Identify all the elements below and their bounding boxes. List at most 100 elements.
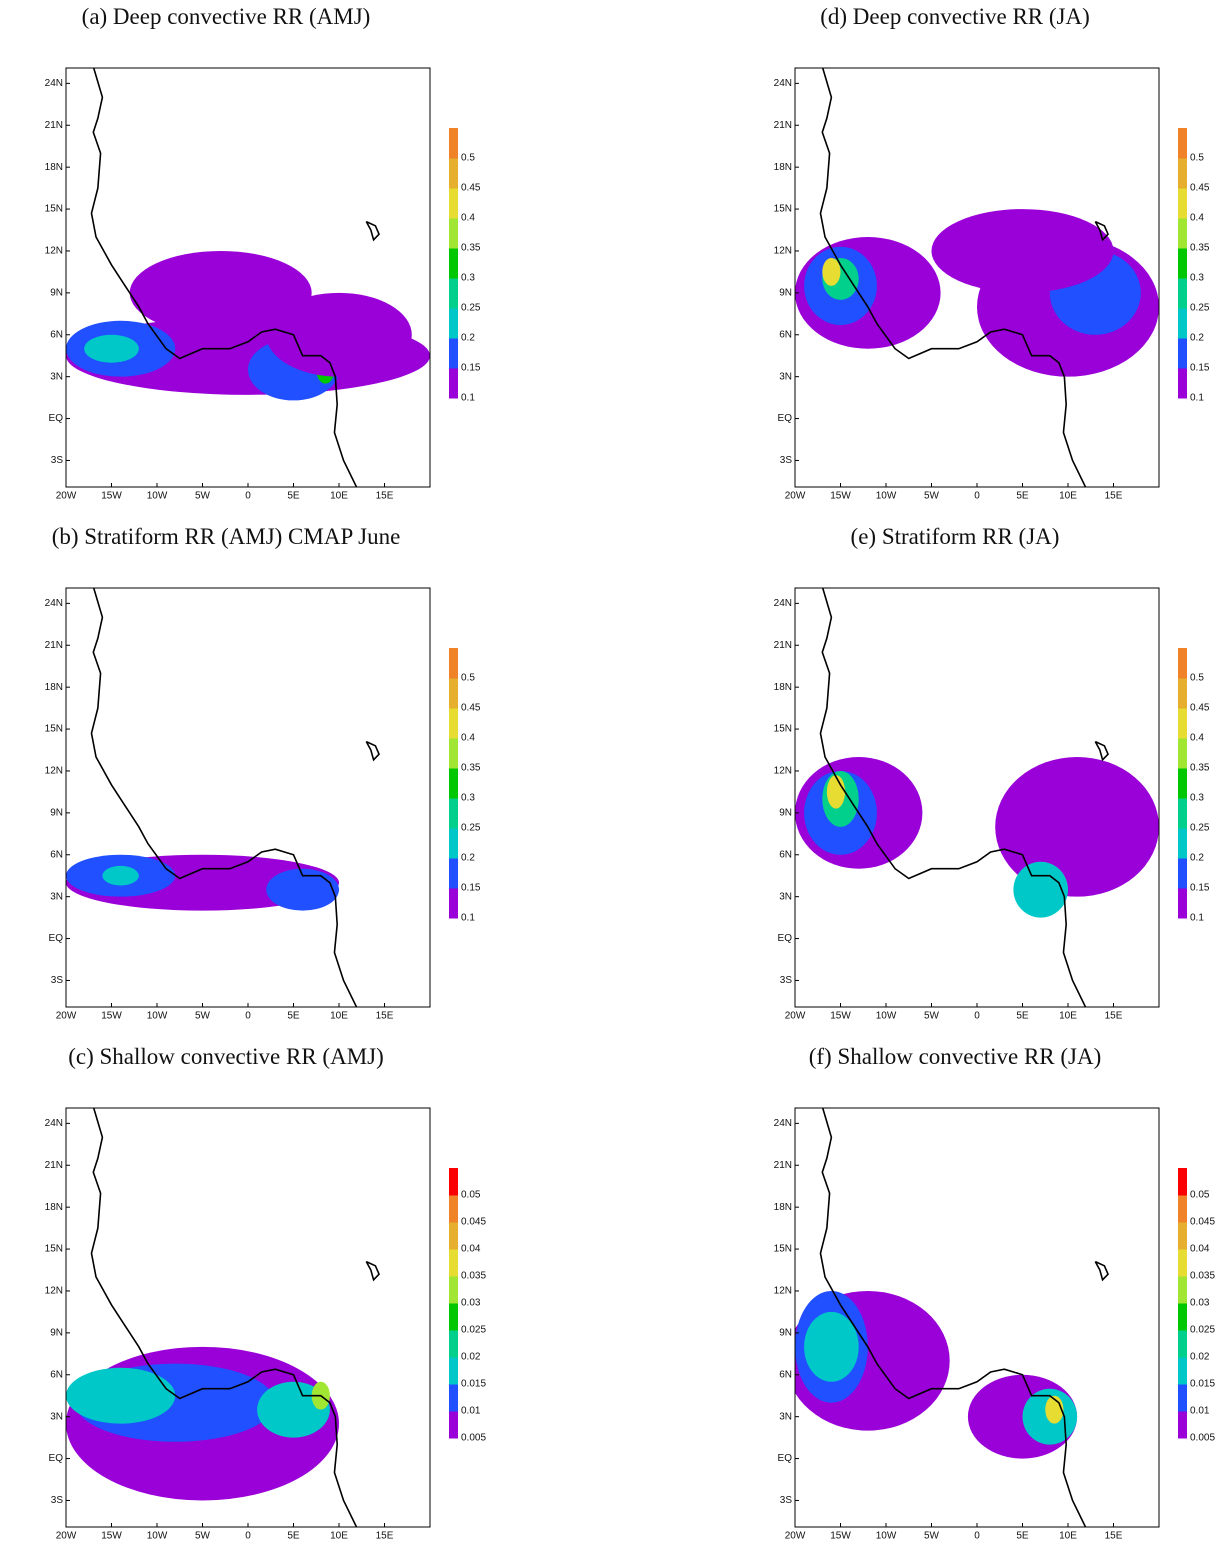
x-tick-label: 15E bbox=[1105, 1011, 1123, 1022]
colorbar-label: 0.04 bbox=[1190, 1244, 1210, 1255]
colorbar-bin bbox=[1178, 368, 1187, 399]
colorbar-label: 0.15 bbox=[1190, 363, 1210, 374]
colorbar-label: 0.01 bbox=[461, 1406, 481, 1417]
rain-contour bbox=[826, 775, 846, 809]
y-tick-label: 9N bbox=[50, 288, 63, 299]
colorbar-bin bbox=[449, 1357, 458, 1385]
rain-contour bbox=[84, 334, 139, 363]
x-tick-label: 5W bbox=[924, 1011, 940, 1022]
y-tick-label: 21N bbox=[45, 1160, 63, 1171]
y-tick-label: 3N bbox=[50, 891, 63, 902]
colorbar-label: 0.04 bbox=[461, 1244, 481, 1255]
colorbar-label: 0.45 bbox=[1190, 703, 1210, 714]
colorbar-label: 0.35 bbox=[461, 763, 481, 774]
colorbar-label: 0.03 bbox=[1190, 1298, 1210, 1309]
colorbar-bin bbox=[1178, 338, 1187, 369]
colorbar-bin bbox=[449, 738, 458, 769]
colorbar-label: 0.5 bbox=[1190, 673, 1204, 684]
colorbar-bin bbox=[1178, 308, 1187, 339]
colorbar-label: 0.2 bbox=[1190, 333, 1204, 344]
colorbar-label: 0.005 bbox=[461, 1433, 486, 1444]
x-tick-label: 0 bbox=[974, 491, 980, 502]
y-tick-label: 21N bbox=[45, 120, 63, 131]
panel-title: (c) Shallow convective RR (AMJ) bbox=[68, 1044, 384, 1069]
rain-contour bbox=[129, 250, 312, 335]
colorbar-bin bbox=[449, 1303, 458, 1331]
lake bbox=[365, 740, 380, 762]
y-tick-label: 24N bbox=[774, 1118, 792, 1129]
colorbar-label: 0.5 bbox=[461, 673, 475, 684]
colorbar-bin bbox=[1178, 1222, 1187, 1250]
x-tick-label: 0 bbox=[245, 491, 251, 502]
x-tick-label: 15E bbox=[376, 1011, 394, 1022]
y-tick-label: 3S bbox=[51, 975, 64, 986]
y-tick-label: 3S bbox=[780, 455, 793, 466]
map-area bbox=[795, 1108, 1109, 1527]
y-tick-label: 18N bbox=[45, 162, 63, 173]
colorbar-label: 0.015 bbox=[461, 1379, 486, 1390]
panel-title: (d) Deep convective RR (JA) bbox=[820, 4, 1090, 29]
x-tick-label: 5E bbox=[1016, 1011, 1029, 1022]
colorbar-bin bbox=[1178, 158, 1187, 189]
map-area bbox=[795, 68, 1159, 487]
x-tick-label: 15E bbox=[1105, 491, 1123, 502]
x-tick-label: 5E bbox=[287, 1011, 300, 1022]
y-tick-label: 18N bbox=[774, 1202, 792, 1213]
x-tick-label: 15W bbox=[101, 491, 122, 502]
colorbar-label: 0.025 bbox=[1190, 1325, 1215, 1336]
y-tick-label: 3N bbox=[50, 371, 63, 382]
colorbar-bin bbox=[1178, 708, 1187, 739]
x-tick-label: 10E bbox=[330, 1531, 348, 1542]
colorbar-bin bbox=[1178, 1168, 1187, 1196]
colorbar-label: 0.4 bbox=[461, 733, 475, 744]
map-panel: (f) Shallow convective RR (JA) 20W 15W 10W 5… bbox=[774, 1044, 1215, 1542]
x-tick-label: 15W bbox=[830, 1531, 851, 1542]
lake bbox=[365, 220, 380, 242]
y-tick-label: 6N bbox=[779, 849, 792, 860]
y-tick-label: 21N bbox=[774, 120, 792, 131]
y-tick-label: 9N bbox=[779, 288, 792, 299]
lake bbox=[1094, 740, 1109, 762]
y-tick-label: EQ bbox=[778, 933, 793, 944]
x-tick-label: 0 bbox=[974, 1011, 980, 1022]
x-tick-label: 10W bbox=[147, 491, 168, 502]
colorbar-label: 0.25 bbox=[461, 823, 481, 834]
coastline bbox=[819, 68, 1087, 487]
x-tick-label: 5E bbox=[1016, 491, 1029, 502]
rain-contour bbox=[266, 868, 339, 911]
panel-title: (f) Shallow convective RR (JA) bbox=[809, 1044, 1102, 1069]
y-tick-label: 3N bbox=[779, 891, 792, 902]
colorbar-bin bbox=[449, 128, 458, 159]
colorbar-bin bbox=[449, 248, 458, 279]
y-tick-label: 15N bbox=[774, 1244, 792, 1255]
colorbar-label: 0.4 bbox=[1190, 733, 1204, 744]
y-tick-label: EQ bbox=[49, 1453, 64, 1464]
colorbar-label: 0.1 bbox=[1190, 913, 1204, 924]
y-tick-label: 24N bbox=[774, 598, 792, 609]
colorbar-label: 0.35 bbox=[1190, 763, 1210, 774]
colorbar-bin bbox=[1178, 218, 1187, 249]
y-tick-label: 3N bbox=[50, 1411, 63, 1422]
colorbar-label: 0.5 bbox=[461, 153, 475, 164]
y-tick-label: 9N bbox=[50, 808, 63, 819]
colorbar-label: 0.1 bbox=[1190, 393, 1204, 404]
y-tick-label: 15N bbox=[45, 724, 63, 735]
y-tick-label: 12N bbox=[45, 766, 63, 777]
colorbar-bin bbox=[1178, 128, 1187, 159]
y-tick-label: 6N bbox=[50, 329, 63, 340]
x-tick-label: 10E bbox=[1059, 1011, 1077, 1022]
colorbar-label: 0.035 bbox=[1190, 1271, 1215, 1282]
colorbar-bin bbox=[1178, 798, 1187, 829]
colorbar-label: 0.15 bbox=[461, 363, 481, 374]
colorbar-label: 0.2 bbox=[461, 853, 475, 864]
colorbar-label: 0.045 bbox=[1190, 1217, 1215, 1228]
rain-contour bbox=[102, 865, 139, 886]
map-panel: (d) Deep convective RR (JA) 20W 15W 10W 5W 0 5… bbox=[774, 4, 1210, 502]
colorbar-label: 0.25 bbox=[1190, 823, 1210, 834]
colorbar-label: 0.3 bbox=[461, 793, 475, 804]
colorbar-label: 0.15 bbox=[1190, 883, 1210, 894]
x-tick-label: 15W bbox=[830, 1011, 851, 1022]
colorbar-bin bbox=[1178, 1330, 1187, 1358]
y-tick-label: 24N bbox=[45, 1118, 63, 1129]
map-area bbox=[66, 588, 380, 1007]
